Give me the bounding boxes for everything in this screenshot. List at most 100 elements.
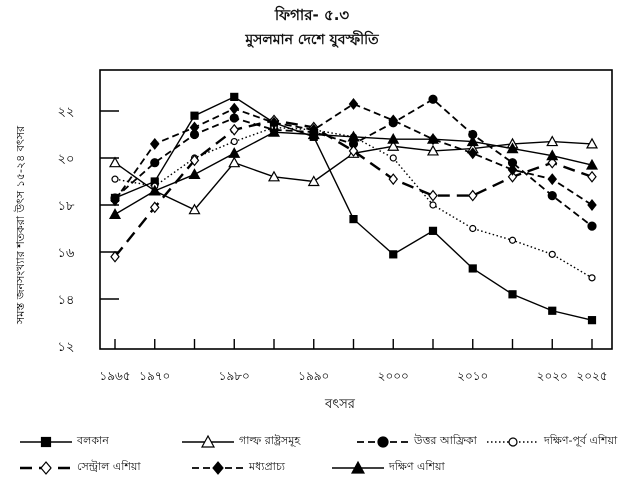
x-tick-label: ২০১০: [457, 369, 488, 383]
marker-square-filled: [428, 226, 438, 235]
legend-swatch: [20, 460, 72, 475]
x-tick-label: ১৯৯০: [298, 369, 329, 383]
marker-square-filled: [468, 264, 477, 273]
marker-circle-open: [389, 154, 397, 162]
marker-diamond-open: [110, 250, 120, 263]
marker-diamond-open: [587, 170, 597, 183]
marker-triangle-filled: [426, 132, 440, 144]
marker-triangle-filled: [108, 208, 122, 219]
legend-label: দক্ষিণ এশিয়া: [389, 460, 445, 473]
marker-diamond-filled: [229, 102, 240, 115]
plot-frame: [99, 69, 613, 350]
marker-triangle-open: [307, 175, 320, 187]
legend-item: সেন্ট্রাল এশিয়া: [18, 458, 141, 477]
marker-triangle-open: [585, 137, 599, 149]
marker-diamond-filled: [547, 173, 558, 186]
marker-circle-open: [548, 250, 556, 258]
legend-item: মধ্যপ্রাচ্য: [190, 458, 285, 477]
marker-diamond-filled: [110, 194, 120, 207]
marker-triangle-filled: [387, 132, 400, 144]
figure-label: ফিগার- ৫.৩: [274, 6, 350, 24]
legend-item: গাল্ফ রাষ্ট্রসমূহ: [180, 432, 300, 451]
marker-triangle-filled: [466, 135, 479, 147]
marker-triangle-filled: [228, 147, 241, 158]
series-0: [110, 92, 597, 325]
marker-triangle-open: [188, 203, 201, 215]
line-chart: ২২ ২০ ১৮ ১৬ ১৪ ১২ ১৯৬৫ ১৯৭০ ১৯৮০ ১৯৯০ ২০০০ ২০১০ ২০২০…: [14, 69, 613, 412]
marker-triangle-open: [108, 156, 122, 168]
marker-diamond-open: [40, 460, 52, 475]
marker-diamond-open: [149, 201, 160, 214]
marker-triangle-filled: [347, 130, 360, 142]
marker-triangle-filled: [188, 168, 201, 180]
marker-triangle-filled: [148, 184, 161, 196]
marker-circle-open: [588, 274, 596, 282]
marker-diamond-open: [348, 144, 359, 157]
marker-triangle-filled: [546, 149, 559, 161]
marker-triangle-open: [200, 434, 216, 448]
marker-triangle-open: [546, 135, 559, 147]
marker-diamond-filled: [212, 460, 224, 475]
x-tick-label: ২০০০: [378, 369, 409, 383]
marker-square-filled: [230, 92, 239, 102]
legend-label: সেন্ট্রাল এশিয়া: [77, 460, 141, 473]
marker-square-filled: [190, 111, 199, 120]
marker-square-filled: [508, 290, 517, 299]
x-tick-label: ১৯৭০: [139, 369, 170, 383]
legend-item: বলকান: [18, 432, 109, 451]
y-tick-label: ১৮: [58, 199, 75, 214]
marker-triangle-open: [426, 144, 440, 156]
x-tick-label: ১৯৮০: [219, 369, 250, 383]
marker-square-filled: [389, 250, 398, 259]
series-4: [110, 114, 597, 263]
legend-label: বলকান: [77, 434, 109, 447]
legend-swatch: [20, 436, 72, 447]
legend-label: মধ্যপ্রাচ্য: [249, 460, 285, 473]
marker-diamond-open: [189, 154, 200, 167]
marker-diamond-filled: [348, 97, 359, 110]
series-line: [114, 98, 593, 227]
marker-diamond-filled: [467, 147, 478, 160]
marker-triangle-filled: [585, 158, 599, 170]
marker-triangle-open: [267, 170, 281, 182]
marker-circle-open: [429, 201, 437, 209]
marker-triangle-filled: [267, 125, 281, 137]
marker-triangle-filled: [506, 142, 519, 154]
marker-diamond-open: [428, 189, 438, 202]
marker-diamond-filled: [189, 121, 200, 134]
series-6: [108, 125, 599, 219]
legend-item: দক্ষিণ এশিয়া: [330, 458, 445, 477]
x-tick-label: ২০২৫: [576, 369, 607, 383]
marker-diamond-filled: [587, 199, 597, 211]
marker-circle-open: [111, 175, 119, 183]
marker-diamond-filled: [507, 163, 518, 176]
legend-item: উত্তর আফ্রিকা: [355, 432, 477, 451]
legend-label: দক্ষিণ-পূর্ব এশিয়া: [544, 434, 618, 447]
marker-circle-filled: [377, 435, 389, 448]
marker-square-filled: [40, 436, 52, 447]
y-tick-label: ২০: [58, 152, 75, 167]
series-2: [110, 94, 597, 231]
marker-triangle-filled: [350, 460, 366, 474]
marker-diamond-open: [229, 123, 240, 136]
x-tick-label: ১৯৬৫: [99, 369, 130, 383]
marker-circle-open: [508, 236, 517, 244]
chart-title: মুসলমান দেশে যুবস্ফীতি: [245, 32, 379, 48]
marker-triangle-open: [228, 156, 241, 168]
marker-circle-open: [469, 224, 477, 233]
marker-circle-filled: [587, 221, 597, 231]
legend-swatch: [332, 460, 384, 474]
marker-circle-filled: [428, 94, 438, 104]
marker-diamond-open: [388, 173, 399, 186]
legend-swatch: [487, 436, 539, 447]
x-axis-label: বৎসর: [324, 397, 356, 412]
marker-circle-open: [508, 436, 518, 447]
marker-circle-filled: [229, 113, 239, 123]
legend-swatch: [192, 460, 244, 475]
legend-swatch: [182, 434, 234, 448]
marker-circle-filled: [150, 158, 160, 168]
legend-swatch: [357, 435, 409, 448]
marker-triangle-open: [387, 140, 400, 151]
y-axis-label: সমস্ত জনসংখ্যার শতকরা উৎস ১৫-২৪ বৎসর: [14, 125, 27, 325]
